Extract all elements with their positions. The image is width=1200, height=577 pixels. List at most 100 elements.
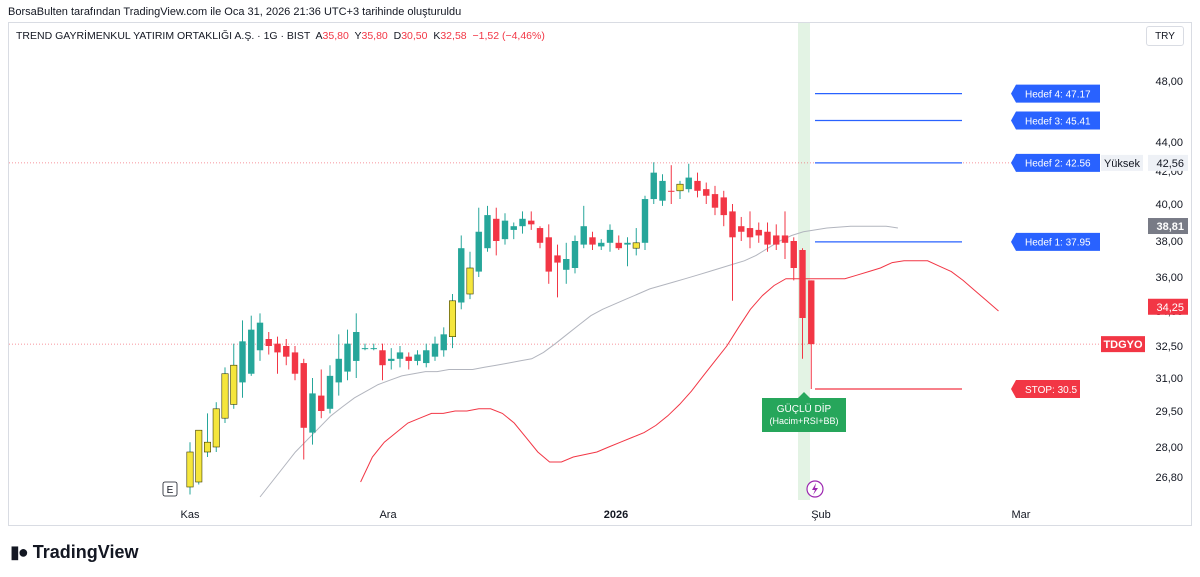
high-value: 35,80 (361, 30, 388, 42)
candle-body (283, 346, 290, 357)
candle-body (353, 332, 360, 361)
candle (248, 315, 255, 376)
candle (212, 402, 220, 452)
candle-body (379, 350, 386, 366)
candle (729, 204, 736, 301)
candle-body (764, 231, 771, 245)
bb-price-tag: 38,81 (1156, 221, 1184, 233)
candle (423, 343, 430, 368)
y-tick-label: 31,00 (1155, 373, 1183, 385)
candle-body (528, 220, 535, 225)
candle (448, 294, 456, 349)
event-lightning-glyph (812, 483, 818, 495)
candle-body (248, 329, 255, 374)
candle-body (799, 250, 806, 318)
stop-label: STOP: 30.5 (1025, 385, 1078, 396)
candle-body (448, 300, 456, 337)
candle-body (746, 228, 754, 238)
candle (519, 211, 526, 234)
candle (694, 172, 701, 198)
candle-body (458, 248, 465, 303)
candle (361, 343, 369, 351)
target-label: Hedef 3: 45.41 (1025, 116, 1091, 127)
candle (379, 343, 386, 381)
candle-body (510, 226, 517, 230)
candle (501, 213, 509, 245)
candle (615, 235, 622, 250)
x-tick-label: Ara (379, 509, 397, 521)
candle (528, 211, 535, 230)
candle-body (650, 172, 657, 200)
snapshot-note: BorsaBulten tarafından TradingView.com i… (8, 6, 462, 18)
y-tick-label: 38,00 (1155, 236, 1183, 248)
candle-body (256, 322, 264, 351)
candle (274, 336, 281, 374)
candle-body (676, 183, 684, 192)
candle (221, 367, 229, 423)
y-tick-label: 29,50 (1155, 406, 1183, 418)
candle-body (493, 218, 500, 241)
candle-body (396, 352, 404, 359)
earnings-marker: E (167, 485, 174, 496)
candle-body (580, 226, 587, 245)
stop-label-box (1011, 380, 1080, 398)
candle-body (659, 180, 666, 201)
candle-body (703, 189, 710, 196)
candle-body (536, 228, 544, 243)
close-label: K (433, 30, 441, 42)
candle (388, 348, 395, 370)
candle-body (519, 218, 526, 227)
candle (746, 211, 754, 249)
candle (283, 339, 290, 366)
candle-body (738, 226, 745, 232)
candle-body (641, 199, 649, 243)
candle-body (431, 343, 439, 357)
symbol-tag: TDGYO (1103, 339, 1143, 351)
brand-name: TradingView (32, 542, 139, 562)
currency-button[interactable]: TRY (1146, 26, 1184, 46)
candle-body (808, 280, 815, 345)
candle-body (781, 235, 789, 243)
candle-body (729, 211, 736, 238)
candle (703, 182, 710, 204)
candle (738, 216, 745, 241)
candle (510, 222, 517, 240)
high-tag-label-box (1101, 154, 1143, 171)
open-label: A (315, 30, 323, 42)
candle-body (475, 231, 482, 272)
candle (720, 190, 727, 227)
y-tick-label: 44,00 (1155, 137, 1183, 149)
candle-body (685, 177, 692, 190)
candle (195, 429, 203, 485)
candle (571, 235, 579, 274)
symbol-name: TREND GAYRİMENKUL YATIRIM ORTAKLIĞI A.Ş.… (16, 30, 311, 42)
candle (475, 207, 482, 277)
candle (344, 329, 351, 381)
earnings-marker-box (162, 481, 178, 497)
candle (781, 211, 789, 259)
signal-subtitle: (Hacim+RSI+BB) (769, 416, 838, 426)
candle (353, 313, 360, 378)
candle-body (361, 348, 369, 350)
target-label: Hedef 4: 47.17 (1025, 89, 1091, 100)
candle (186, 442, 194, 495)
candle (685, 163, 692, 193)
signal-title: GÜÇLÜ DİP (777, 402, 832, 415)
candle-body (466, 267, 474, 295)
bb-lower-band (360, 260, 999, 483)
candle (554, 244, 561, 298)
candle-body (615, 242, 622, 249)
x-tick-label: Mar (1012, 509, 1031, 521)
candle-body (274, 343, 281, 353)
candle (711, 185, 719, 216)
candle-body (790, 241, 797, 268)
candle (598, 239, 605, 250)
candle (291, 346, 299, 381)
candle-body (606, 229, 614, 243)
open-price-tag: 34,25 (1156, 302, 1184, 314)
candle-body (668, 190, 675, 192)
candle (396, 346, 404, 368)
candle-body (318, 395, 325, 411)
candle (799, 248, 806, 359)
